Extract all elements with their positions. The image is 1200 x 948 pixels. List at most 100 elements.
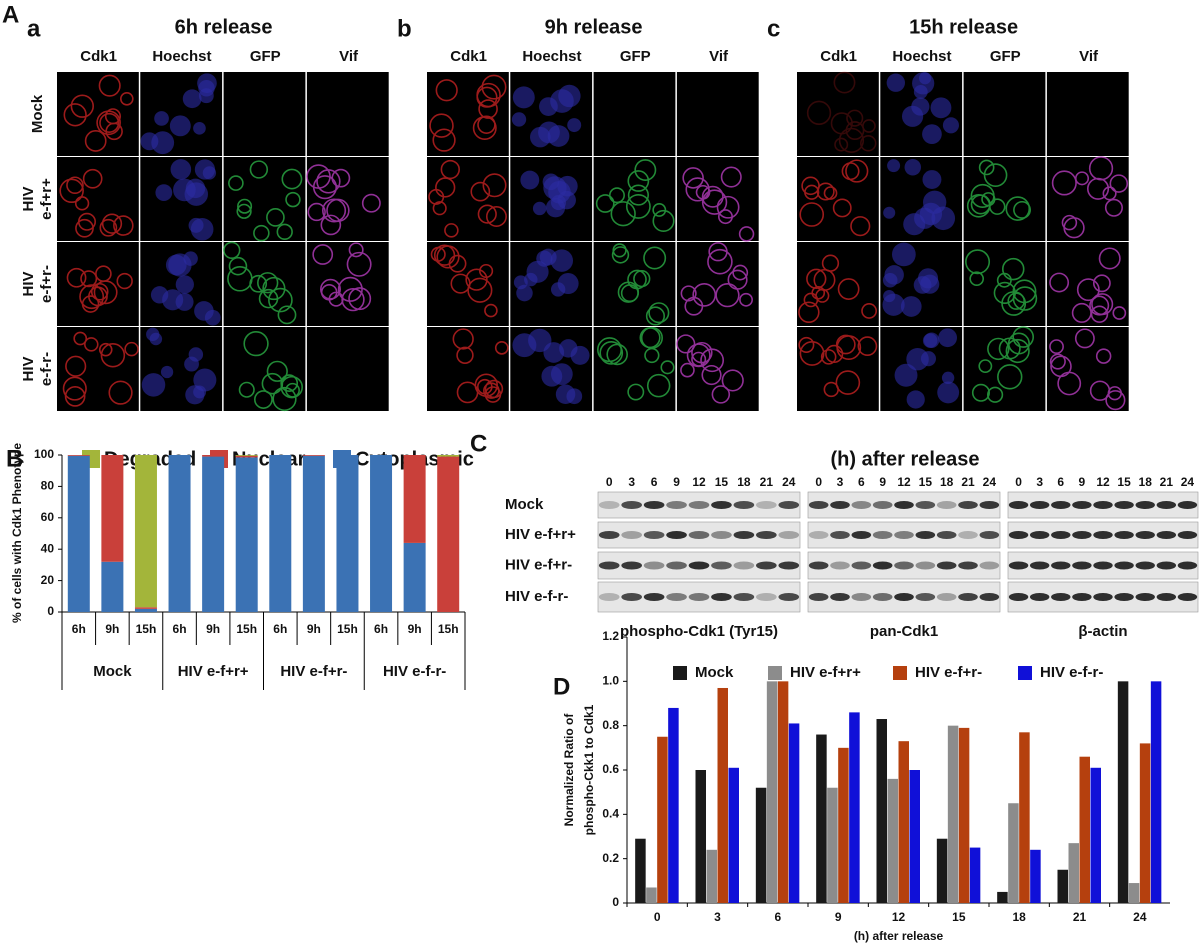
band xyxy=(1051,531,1071,539)
band xyxy=(1008,501,1029,509)
lane-label: 21 xyxy=(961,475,975,489)
cell xyxy=(798,336,815,353)
band xyxy=(1114,501,1134,509)
cell xyxy=(530,126,551,148)
cell xyxy=(716,195,740,219)
band xyxy=(621,561,642,570)
band xyxy=(979,501,1000,509)
cells xyxy=(798,334,878,398)
cells xyxy=(806,71,877,153)
cell xyxy=(836,335,862,361)
cell xyxy=(433,244,456,266)
cell xyxy=(567,118,582,133)
cells xyxy=(62,331,139,407)
band xyxy=(872,531,893,539)
bar xyxy=(657,736,668,903)
group-title: 15h release xyxy=(909,16,1018,38)
bar-segment xyxy=(437,455,460,457)
cell xyxy=(539,97,558,116)
bar xyxy=(1139,743,1151,903)
bar xyxy=(788,723,800,903)
cell xyxy=(721,369,744,392)
cell xyxy=(686,343,711,368)
band xyxy=(808,561,829,570)
cell xyxy=(188,217,204,233)
y-axis-label: phospho-Ckk1 to Cdk1 xyxy=(582,704,596,835)
band xyxy=(598,501,620,509)
cell xyxy=(169,115,191,137)
cell xyxy=(249,160,269,179)
cell xyxy=(1007,332,1030,355)
cell xyxy=(99,112,120,133)
cell xyxy=(883,289,896,303)
bar-segment xyxy=(336,455,359,612)
cell xyxy=(253,224,270,242)
cell xyxy=(917,268,939,289)
cell xyxy=(834,137,849,152)
cell xyxy=(987,337,1010,361)
band xyxy=(666,561,687,570)
band xyxy=(894,561,914,570)
cells xyxy=(1051,156,1129,239)
band xyxy=(958,561,978,570)
panel-letter: B xyxy=(6,445,23,472)
cell xyxy=(558,84,581,108)
micrograph xyxy=(797,242,879,326)
bar xyxy=(876,719,887,903)
cell xyxy=(96,110,121,136)
cell xyxy=(906,390,925,409)
cell xyxy=(84,337,99,352)
band xyxy=(894,501,914,509)
cell xyxy=(835,334,856,355)
band xyxy=(851,501,872,509)
row-label: HIV xyxy=(20,356,37,381)
y-tick-label: 0.8 xyxy=(602,718,619,732)
cell xyxy=(223,241,241,259)
cell xyxy=(484,303,498,318)
cells xyxy=(966,159,1032,221)
cell xyxy=(450,273,471,294)
column-label: Cdk1 xyxy=(820,48,857,65)
bar xyxy=(695,770,706,903)
cell xyxy=(700,348,725,373)
cell xyxy=(900,296,922,317)
cell xyxy=(1049,339,1064,355)
cell xyxy=(429,113,454,138)
band xyxy=(733,531,755,539)
bar-segment xyxy=(67,455,90,612)
band xyxy=(851,593,872,601)
micrograph xyxy=(593,72,676,156)
cell xyxy=(922,170,942,190)
cell xyxy=(886,73,906,92)
cell xyxy=(941,371,955,385)
cell xyxy=(175,292,194,311)
cell xyxy=(627,170,650,192)
group-label: HIV e-f-r- xyxy=(383,663,446,680)
bar-segment xyxy=(101,561,124,612)
cell xyxy=(922,190,947,214)
cell xyxy=(285,191,301,208)
band xyxy=(1156,501,1177,509)
band xyxy=(1177,593,1198,601)
cell xyxy=(599,341,624,365)
x-tick-label: 15h xyxy=(236,622,257,636)
band xyxy=(621,501,642,509)
cells xyxy=(141,327,217,405)
y-tick-label: 1.0 xyxy=(602,674,619,688)
band xyxy=(979,593,1000,601)
band xyxy=(1093,561,1113,570)
band xyxy=(1072,593,1092,601)
cell xyxy=(151,131,175,155)
cell xyxy=(835,370,861,395)
cell xyxy=(919,202,943,226)
cell xyxy=(920,351,936,367)
x-tick-label: 6h xyxy=(72,622,86,636)
band xyxy=(666,531,687,539)
cell xyxy=(528,328,552,353)
cell xyxy=(971,383,990,402)
band xyxy=(830,593,850,601)
cell xyxy=(595,194,615,213)
bar-segment xyxy=(235,457,258,612)
band xyxy=(598,561,620,570)
cell xyxy=(193,122,206,135)
